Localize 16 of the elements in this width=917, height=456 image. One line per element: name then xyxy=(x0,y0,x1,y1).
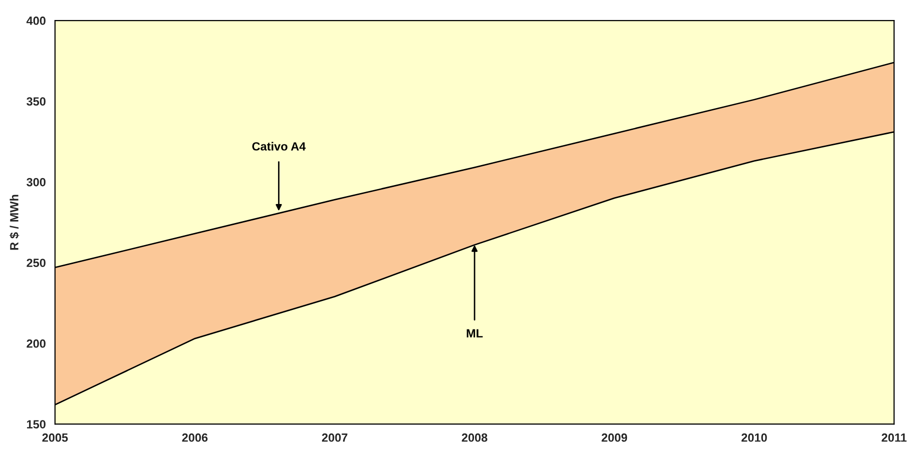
y-tick-label: 300 xyxy=(26,178,46,186)
y-axis-title: R $ / MWh xyxy=(10,194,20,250)
x-tick-label: 2011 xyxy=(882,433,907,442)
x-tick-label: 2005 xyxy=(42,433,68,442)
annotation: ML xyxy=(466,329,483,338)
annotation: Cativo A4 xyxy=(252,142,306,151)
x-tick-label: 2008 xyxy=(462,433,488,442)
x-tick-label: 2006 xyxy=(182,433,208,442)
y-tick-label: 150 xyxy=(27,420,46,428)
y-tick-label: 400 xyxy=(26,16,46,25)
x-tick-label: 2009 xyxy=(602,433,628,442)
x-tick-label: 2007 xyxy=(322,433,348,442)
y-tick-label: 350 xyxy=(26,97,46,106)
y-tick-label: 250 xyxy=(26,258,46,268)
x-tick-label: 2010 xyxy=(742,433,767,442)
y-tick-label: 200 xyxy=(26,339,46,348)
